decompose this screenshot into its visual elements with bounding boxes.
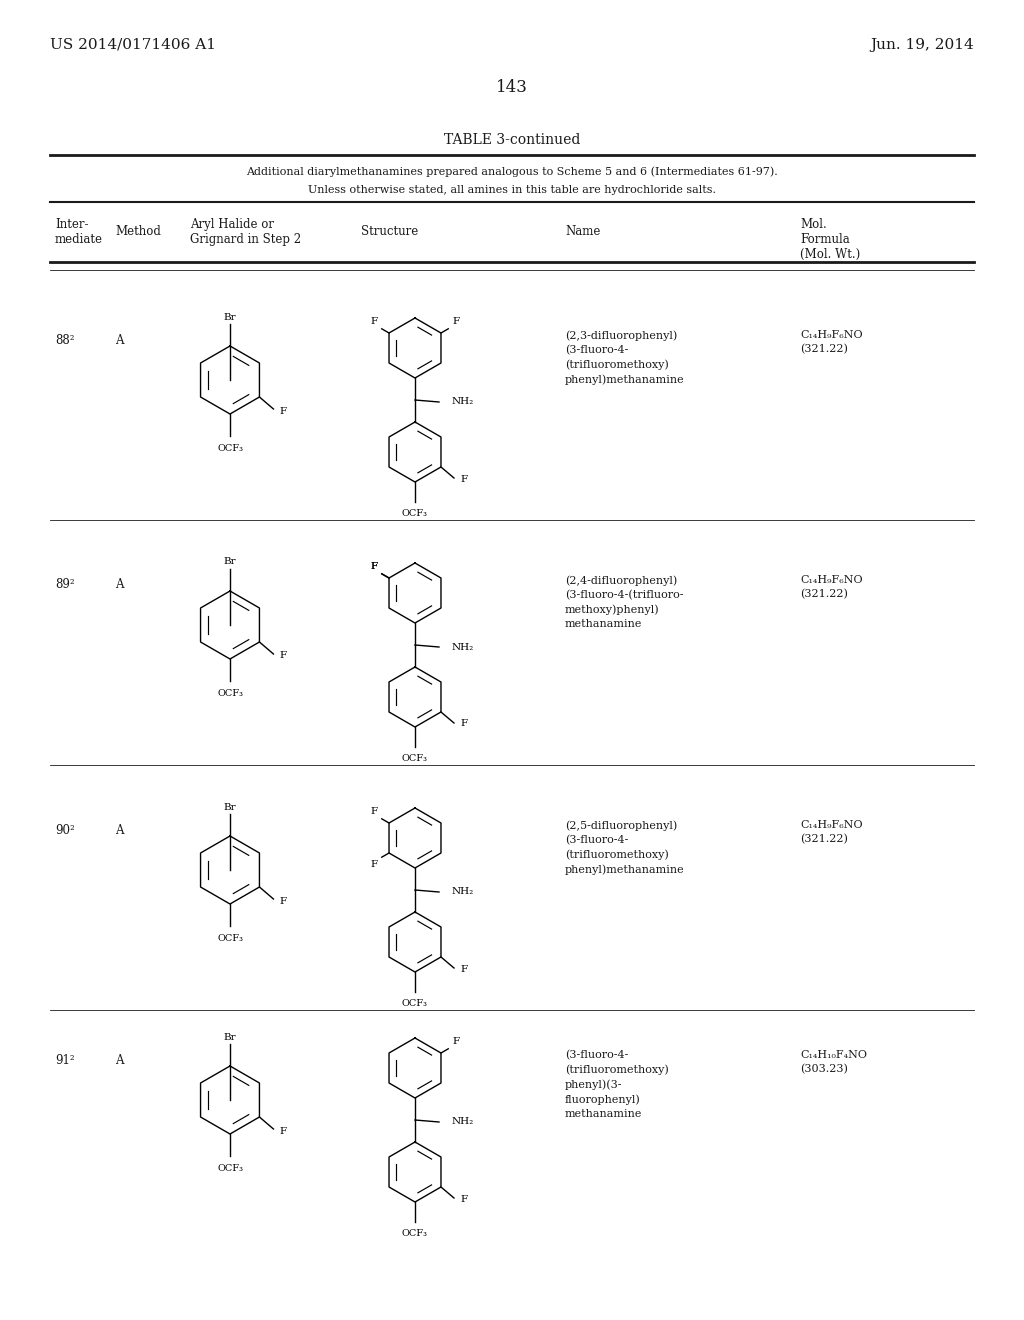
Text: C₁₄H₁₀F₄NO
(303.23): C₁₄H₁₀F₄NO (303.23) [800, 1049, 867, 1074]
Text: (2,4-difluorophenyl)
(3-fluoro-4-(trifluoro-
methoxy)phenyl)
methanamine: (2,4-difluorophenyl) (3-fluoro-4-(triflu… [565, 576, 683, 628]
Text: A: A [115, 334, 124, 346]
Text: OCF₃: OCF₃ [402, 999, 428, 1008]
Text: F: F [371, 562, 378, 572]
Text: F: F [280, 896, 287, 906]
Text: Formula: Formula [800, 234, 850, 246]
Text: C₁₄H₉F₆NO
(321.22): C₁₄H₉F₆NO (321.22) [800, 820, 862, 845]
Text: OCF₃: OCF₃ [217, 1164, 243, 1173]
Text: OCF₃: OCF₃ [402, 754, 428, 763]
Text: Name: Name [565, 224, 600, 238]
Text: 91²: 91² [55, 1053, 75, 1067]
Text: Mol.: Mol. [800, 218, 826, 231]
Text: Structure: Structure [361, 224, 419, 238]
Text: A: A [115, 1053, 124, 1067]
Text: Aryl Halide or: Aryl Halide or [190, 218, 274, 231]
Text: F: F [371, 562, 378, 572]
Text: F: F [280, 407, 287, 416]
Text: F: F [371, 808, 378, 816]
Text: 89²: 89² [55, 578, 75, 591]
Text: Additional diarylmethanamines prepared analogous to Scheme 5 and 6 (Intermediate: Additional diarylmethanamines prepared a… [246, 166, 778, 177]
Text: OCF₃: OCF₃ [217, 689, 243, 698]
Text: A: A [115, 578, 124, 591]
Text: Br: Br [223, 1032, 237, 1041]
Text: Br: Br [223, 557, 237, 566]
Text: F: F [453, 317, 460, 326]
Text: NH₂: NH₂ [452, 887, 474, 896]
Text: F: F [280, 652, 287, 660]
Text: Br: Br [223, 313, 237, 322]
Text: F: F [371, 317, 378, 326]
Text: 90²: 90² [55, 824, 75, 837]
Text: A: A [115, 824, 124, 837]
Text: (Mol. Wt.): (Mol. Wt.) [800, 248, 860, 261]
Text: C₁₄H₉F₆NO
(321.22): C₁₄H₉F₆NO (321.22) [800, 576, 862, 599]
Text: F: F [280, 1126, 287, 1135]
Text: OCF₃: OCF₃ [217, 935, 243, 942]
Text: 143: 143 [496, 79, 528, 96]
Text: Grignard in Step 2: Grignard in Step 2 [190, 234, 301, 246]
Text: (3-fluoro-4-
(trifluoromethoxy)
phenyl)(3-
fluorophenyl)
methanamine: (3-fluoro-4- (trifluoromethoxy) phenyl)(… [565, 1049, 669, 1119]
Text: Jun. 19, 2014: Jun. 19, 2014 [870, 38, 974, 51]
Text: 88²: 88² [55, 334, 75, 346]
Text: mediate: mediate [55, 234, 103, 246]
Text: TABLE 3-continued: TABLE 3-continued [443, 133, 581, 147]
Text: (2,5-difluorophenyl)
(3-fluoro-4-
(trifluoromethoxy)
phenyl)methanamine: (2,5-difluorophenyl) (3-fluoro-4- (trifl… [565, 820, 685, 875]
Text: OCF₃: OCF₃ [402, 510, 428, 517]
Text: F: F [460, 965, 467, 974]
Text: NH₂: NH₂ [452, 1118, 474, 1126]
Text: US 2014/0171406 A1: US 2014/0171406 A1 [50, 38, 216, 51]
Text: Method: Method [115, 224, 161, 238]
Text: F: F [460, 474, 467, 483]
Text: F: F [371, 859, 378, 869]
Text: NH₂: NH₂ [452, 643, 474, 652]
Text: C₁₄H₉F₆NO
(321.22): C₁₄H₉F₆NO (321.22) [800, 330, 862, 355]
Text: (2,3-difluorophenyl)
(3-fluoro-4-
(trifluoromethoxy)
phenyl)methanamine: (2,3-difluorophenyl) (3-fluoro-4- (trifl… [565, 330, 685, 384]
Text: F: F [460, 1195, 467, 1204]
Text: NH₂: NH₂ [452, 397, 474, 407]
Text: OCF₃: OCF₃ [217, 444, 243, 453]
Text: OCF₃: OCF₃ [402, 1229, 428, 1238]
Text: F: F [453, 1038, 460, 1047]
Text: Br: Br [223, 803, 237, 812]
Text: Inter-: Inter- [55, 218, 88, 231]
Text: F: F [460, 719, 467, 729]
Text: Unless otherwise stated, all amines in this table are hydrochloride salts.: Unless otherwise stated, all amines in t… [308, 185, 716, 195]
